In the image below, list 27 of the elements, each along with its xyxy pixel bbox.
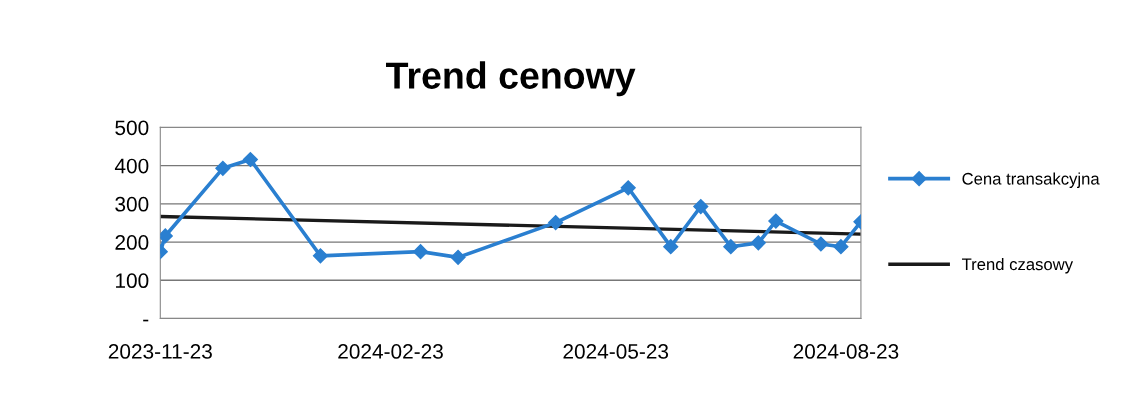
y-tick-label: 300 — [115, 196, 149, 212]
point — [242, 151, 258, 168]
x-tick-label: 2024-08-23 — [793, 344, 899, 359]
point — [693, 198, 709, 215]
x-tick-label: 2024-02-23 — [338, 344, 443, 359]
point — [723, 239, 739, 255]
chart-title: Trend cenowy — [386, 61, 636, 97]
y-tick-label: 400 — [114, 158, 149, 174]
x-tick-label: 2023-11-23 — [108, 344, 212, 359]
point — [450, 249, 466, 265]
point — [813, 236, 829, 252]
legend-label: Cena transakcyjna — [962, 172, 1100, 188]
point — [215, 160, 231, 176]
point — [620, 180, 636, 196]
point — [833, 239, 849, 255]
point — [312, 248, 329, 264]
y-tick-label: - — [143, 319, 149, 322]
point — [663, 239, 679, 255]
x-tick-label: 2024-05-23 — [563, 344, 669, 359]
point — [412, 244, 429, 260]
point — [750, 235, 766, 251]
point — [548, 215, 564, 231]
y-tick-label: 100 — [116, 273, 149, 289]
point — [768, 213, 784, 229]
y-tick-label: 200 — [115, 235, 149, 250]
legend-label: Trend czasowy — [961, 257, 1074, 274]
y-tick-label: 500 — [115, 120, 149, 136]
